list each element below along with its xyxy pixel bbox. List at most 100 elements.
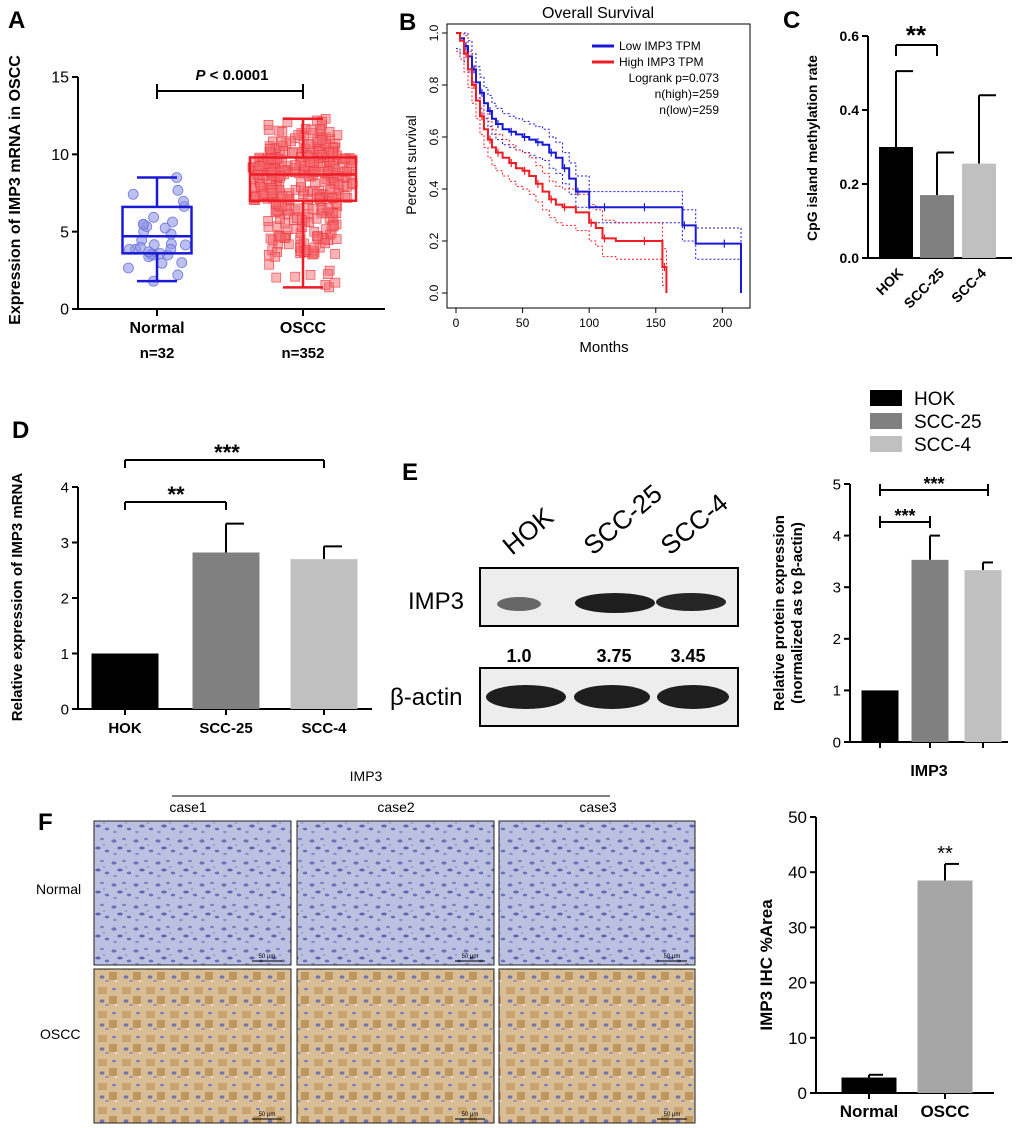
blot-quant-scc25: 3.75 [596, 646, 631, 666]
data-point-oscc [323, 203, 334, 214]
panel-f-sig-label: ** [937, 843, 953, 865]
survival-curve-high [456, 32, 668, 293]
y-tick-label: 0.4 [840, 102, 860, 118]
box-normal [121, 205, 193, 255]
panel-b-plot [456, 32, 742, 293]
panel-d-ylabel: Relative expression of IMP3 mRNA [9, 473, 26, 722]
y-tick-label: 4 [833, 528, 841, 545]
data-point-oscc [312, 231, 322, 242]
bar-normal [841, 1077, 897, 1093]
data-point-oscc [328, 221, 339, 232]
data-point-oscc [265, 233, 276, 244]
data-point-oscc [264, 259, 274, 270]
panel-b-title: Overall Survival [542, 5, 654, 22]
bar-scc-25 [920, 195, 954, 258]
panel-a-n-oscc: n=352 [282, 345, 325, 362]
data-point-oscc [277, 127, 288, 137]
data-point-normal [178, 195, 189, 207]
data-point-normal [176, 257, 188, 269]
panel-b-plot-frame [446, 23, 751, 309]
blot-quant-scc4: 3.45 [670, 646, 705, 666]
legend-label-hok: HOK [914, 389, 956, 410]
data-point-oscc [266, 154, 277, 164]
x-tick-label: 200 [712, 316, 732, 330]
ci-upper-high [456, 32, 667, 275]
x-tick-label: Normal [129, 320, 184, 337]
data-point-normal [148, 211, 159, 223]
panel-a-boxes [121, 117, 358, 289]
y-tick-label: 0 [798, 1084, 807, 1103]
data-point-oscc [341, 171, 352, 182]
y-tick-label: 0.2 [840, 176, 860, 192]
data-point-oscc [309, 167, 319, 177]
ihc-oscc-case3 [498, 968, 696, 1124]
x-tick-label: 100 [579, 316, 599, 330]
data-point-oscc [276, 136, 286, 147]
y-tick-label: 2 [833, 631, 841, 648]
y-tick-label: 40 [788, 863, 807, 882]
x-tick-label: HOK [873, 265, 906, 298]
data-point-oscc [282, 191, 293, 201]
y-tick-label: 20 [788, 974, 807, 993]
panel-a-ticks: 0 5 10 15 Normal OSCC [51, 70, 326, 337]
data-point-normal [172, 184, 184, 196]
y-tick-label: 0 [60, 302, 69, 319]
data-point-oscc [302, 194, 313, 205]
data-point-oscc [330, 249, 340, 259]
data-point-oscc [290, 271, 300, 282]
data-point-oscc [309, 242, 320, 253]
x-tick-label: SCC-4 [948, 265, 989, 306]
blot-quant-hok: 1.0 [506, 646, 531, 666]
panel-c-sig-label: ** [906, 20, 927, 50]
panel-label-c: C [783, 7, 800, 34]
data-point-oscc [324, 127, 335, 137]
data-point-oscc [270, 251, 281, 262]
legend-swatch-scc4 [870, 436, 902, 452]
panel-label-f: F [38, 809, 53, 836]
panel-a: Expression of IMP3 mRNA in OSCC 0 5 10 15 No… [7, 55, 385, 362]
bar-oscc [917, 880, 973, 1093]
x-tick-label: OSCC [280, 320, 327, 337]
panel-b-logrank: Logrank p=0.073 [629, 71, 720, 85]
ihc-case2: case2 [377, 799, 415, 815]
blot-lane-label-hok: HOK [497, 501, 560, 561]
data-point-oscc [331, 234, 342, 244]
panel-b-legend-high: High IMP3 TPM [619, 55, 703, 69]
panel-f-ylabel: IMP3 IHC %Area [757, 899, 776, 1031]
panel-b-ticks: 0 50 100 150 200 0.0 0.2 0.4 0.6 0.8 1.0 [427, 24, 733, 330]
survival-curve-low [456, 32, 742, 293]
x-tick-label: Normal [840, 1102, 899, 1121]
panel-d: Relative expression of IMP3 mRNA 0 1 2 3 4 HO… [9, 440, 372, 737]
panel-e-blot: HOK SCC-25 SCC-4 IMP3 1.0 3.75 3.45 β-ac… [390, 478, 739, 727]
bar-scc-4 [290, 559, 358, 709]
y-tick-label: 30 [788, 918, 807, 937]
panel-b-xlabel: Months [579, 339, 628, 356]
blot-lane-label-scc25: SCC-25 [578, 478, 668, 560]
panel-e-plot: 0 1 2 3 4 5 [833, 476, 1002, 751]
scale-bar-label: 50 μm [462, 954, 479, 960]
scale-bar-label: 50 μm [259, 954, 276, 960]
ci-lower-high [456, 50, 667, 293]
x-tick-label: HOK [108, 720, 142, 737]
panel-a-sig-rest: < 0.0001 [206, 67, 269, 84]
panel-c-ylabel: CpG island methylation rate [804, 55, 820, 241]
data-point-normal [167, 216, 178, 228]
panel-d-plot: 0 1 2 3 4 HOK SCC-25 SCC-4 [61, 479, 358, 737]
panel-label-d: D [12, 417, 29, 444]
scale-bar-label: 50 μm [664, 954, 681, 960]
y-tick-label: 1 [61, 646, 69, 663]
ihc-row-oscc: OSCC [40, 1026, 80, 1042]
data-point-oscc [323, 166, 333, 177]
panel-e-ylabel-2: (normalized as to β-actin) [789, 522, 806, 704]
panel-a-ylabel: Expression of IMP3 mRNA in OSCC [7, 55, 24, 325]
panel-f-chart: IMP3 IHC %Area 0 10 20 30 40 50 Normal OSCC ** [757, 808, 994, 1121]
y-tick-label: 4 [61, 479, 69, 496]
y-tick-label: 10 [51, 147, 69, 164]
y-tick-label: 2 [61, 590, 69, 607]
ci-lower-low [456, 48, 742, 293]
bar-hok [879, 147, 913, 258]
ihc-oscc-case1 [93, 968, 292, 1124]
data-point-normal [138, 219, 149, 230]
data-point-oscc [254, 161, 265, 171]
y-tick-label: 0 [61, 701, 69, 718]
